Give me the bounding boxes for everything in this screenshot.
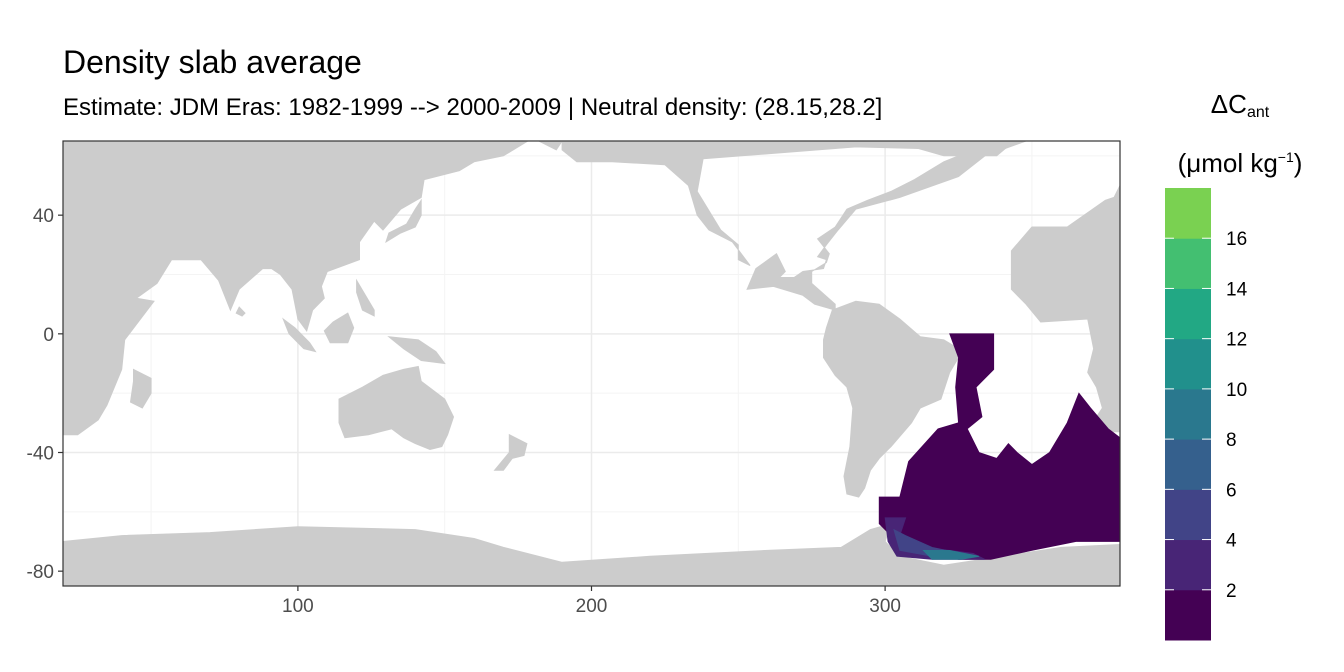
land-mass [323,312,355,344]
colorbar-label: 8 [1226,430,1237,451]
y-tick-label: 40 [33,206,54,227]
delta-cant-region [878,333,1120,560]
land-mass [338,365,455,451]
colorbar-bin [1165,589,1211,641]
y-tick-label: -40 [27,444,54,465]
colorbar-label: 2 [1226,581,1237,602]
delta-cant-region [922,550,980,560]
colorbar-bin [1165,539,1211,591]
land-mass [561,141,1027,311]
land-mass [356,278,375,317]
colorbar-bin [1165,338,1211,390]
colorbar-label: 4 [1226,531,1237,552]
y-tick-label: -80 [27,562,54,583]
land-mass [235,306,246,317]
colorbar-label: 16 [1226,229,1247,250]
land-mass [885,141,1016,157]
land-layer [63,141,1120,586]
x-tick-label: 300 [869,596,901,617]
colorbar-label: 14 [1226,279,1248,300]
legend-unit-exponent: −1 [1277,149,1294,165]
legend-symbol: ΔC [1210,89,1247,119]
land-mass [63,141,563,436]
x-tick-label: 100 [282,596,314,617]
legend-unit-close: ) [1293,148,1303,178]
colorbar-bin [1165,439,1211,490]
land-mass [823,300,959,498]
colorbar-bin [1165,238,1211,289]
colorbar-label: 10 [1226,380,1247,401]
colorbar-label: 6 [1226,480,1237,501]
x-tick-label: 200 [576,596,608,617]
plot-subtitle: Estimate: JDM Eras: 1982-1999 --> 2000-2… [63,94,883,121]
land-mass [282,317,317,353]
legend-title-variable: ΔCant [1160,82,1320,135]
land-mass [385,198,422,244]
colorbar-bin [1165,188,1211,239]
legend-unit-open: (μmol kg [1177,148,1278,178]
colorbar-bin [1165,388,1211,440]
land-mass [63,522,1120,586]
colorbar-label: 12 [1226,330,1247,351]
plot-title: Density slab average [63,44,362,80]
data-layer [878,333,1120,560]
colorbar-bin [1165,288,1211,340]
colorbar-bin [1165,489,1211,541]
land-mass [129,368,152,409]
land-mass [387,336,446,365]
colorbar: 2 4 6 8 10 12 14 16 [1165,188,1248,641]
legend-title: ΔCant (μmol kg−1) [1160,82,1320,185]
legend-title-unit: (μmol kg−1) [1160,135,1320,185]
y-tick-label: 0 [43,325,54,346]
land-mass [493,433,528,471]
legend-subscript: ant [1246,104,1270,121]
